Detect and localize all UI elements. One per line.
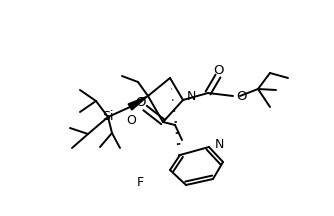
Text: N: N <box>215 138 224 151</box>
Text: O: O <box>126 114 136 127</box>
Text: O: O <box>213 64 223 76</box>
Text: O: O <box>136 97 146 110</box>
Text: O: O <box>236 89 246 103</box>
Text: N: N <box>187 91 196 103</box>
Polygon shape <box>128 96 148 110</box>
Text: F: F <box>137 176 144 189</box>
Text: Si: Si <box>102 111 114 124</box>
